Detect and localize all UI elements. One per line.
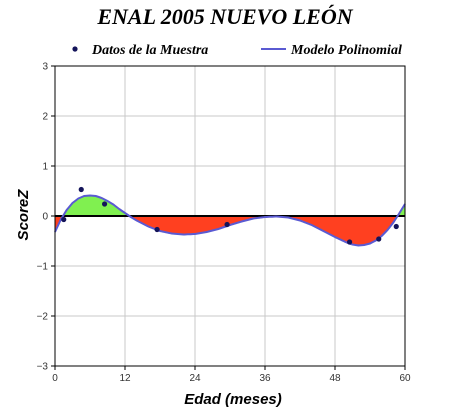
model-line: [54, 194, 406, 247]
positive-area: [55, 195, 405, 216]
x-tick-label-4: 48: [329, 373, 341, 384]
data-point-0: [61, 216, 67, 223]
y-tick-label-1: −2: [37, 312, 49, 323]
data-point-3: [154, 226, 160, 233]
y-tick-label-2: −1: [37, 262, 49, 273]
x-tick-label-3: 36: [259, 373, 271, 384]
data-point-7: [393, 223, 399, 230]
y-tick-label-4: 1: [42, 162, 48, 173]
data-point-5: [346, 239, 353, 245]
x-tick-label-5: 60: [399, 373, 411, 384]
y-tick-label-3: 0: [42, 212, 48, 223]
chart-title: ENAL 2005 NUEVO LEÓN: [96, 4, 353, 29]
data-point-6: [376, 236, 382, 242]
data-point-1: [78, 186, 84, 193]
legend-label-model: Modelo Polinomial: [290, 43, 402, 58]
x-axis-label: Edad (meses): [184, 391, 282, 408]
data-point-4: [224, 221, 230, 228]
y-axis-label: ScoreZ: [15, 189, 32, 241]
x-tick-label-0: 0: [52, 373, 58, 384]
x-tick-label-2: 24: [189, 373, 201, 384]
y-tick-label-5: 2: [42, 112, 48, 123]
x-tick-label-1: 12: [119, 373, 131, 384]
y-tick-label-6: 3: [42, 62, 48, 73]
data-point-2: [101, 201, 108, 207]
legend-marker-sample: [72, 46, 78, 52]
legend: Datos de la Muestra Modelo Polinomial: [72, 43, 402, 58]
y-tick-label-0: −3: [37, 362, 49, 373]
legend-label-sample: Datos de la Muestra: [91, 43, 208, 58]
